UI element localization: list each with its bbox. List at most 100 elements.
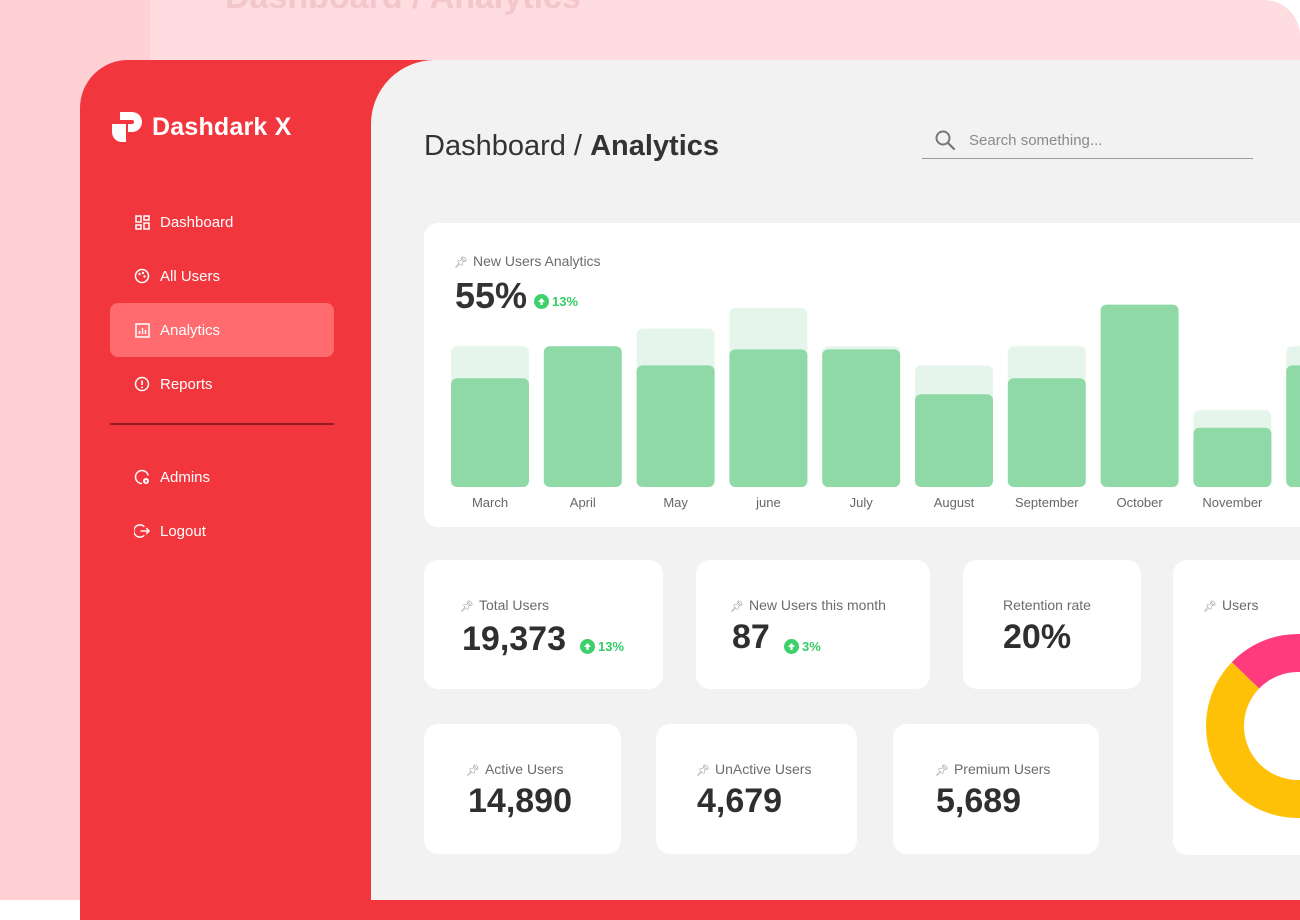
donut-slice[interactable] xyxy=(1206,662,1300,818)
new-users-month-trend-value: 3% xyxy=(802,639,821,654)
background-ghost-title: Dashboard / Analytics xyxy=(225,0,581,17)
bar-month-label: November xyxy=(1202,495,1263,510)
premium-users-value: 5,689 xyxy=(936,782,1022,820)
pin-icon: 📌︎ xyxy=(466,765,480,777)
sidebar-item-label: Analytics xyxy=(160,321,221,339)
sidebar-item-reports[interactable]: Reports xyxy=(110,357,334,411)
bar[interactable] xyxy=(822,349,901,487)
sidebar-nav: Dashboard All Users Analytics Reports xyxy=(110,195,334,411)
bar-month-label: August xyxy=(934,495,975,510)
sidebar-item-label: Admins xyxy=(160,468,211,486)
sidebar-item-all-users[interactable]: All Users xyxy=(110,249,334,303)
premium-users-card: 📌︎ Premium Users 5,689 xyxy=(893,724,1099,854)
bar[interactable] xyxy=(636,365,715,487)
breadcrumb-current: Analytics xyxy=(590,130,720,162)
unactive-users-label: 📌︎ UnActive Users xyxy=(696,761,811,777)
logout-icon xyxy=(134,523,150,539)
analytics-card-label: 📌︎ New Users Analytics xyxy=(454,253,601,269)
search-input[interactable] xyxy=(967,130,1231,150)
pin-icon: 📌︎ xyxy=(1203,601,1217,613)
sidebar-item-label: Reports xyxy=(160,375,213,393)
bar-month-label: July xyxy=(850,495,874,510)
total-users-value: 19,373 xyxy=(462,620,566,658)
active-users-value: 14,890 xyxy=(468,782,572,820)
sidebar-item-label: Logout xyxy=(160,522,206,540)
sidebar-secondary-nav: Admins Logout xyxy=(110,450,334,558)
stat-label-text: Active Users xyxy=(484,761,564,777)
stat-label-text: UnActive Users xyxy=(714,761,812,777)
bar[interactable] xyxy=(1286,365,1300,487)
bar[interactable] xyxy=(729,349,808,487)
retention-rate-value: 20% xyxy=(1003,618,1072,656)
users-pie-card: 📌︎ Users xyxy=(1173,560,1300,855)
bar-month-label: October xyxy=(1116,495,1163,510)
unactive-users-card: 📌︎ UnActive Users 4,679 xyxy=(656,724,857,854)
analytics-trend-value: 13% xyxy=(552,294,579,309)
pin-icon: 📌︎ xyxy=(460,601,474,613)
bar-month-label: April xyxy=(570,495,596,510)
bar[interactable] xyxy=(543,346,622,487)
sidebar-item-analytics[interactable]: Analytics xyxy=(110,303,334,357)
users-pie-label: 📌︎ Users xyxy=(1203,597,1259,613)
retention-rate-card: Retention rate 20% xyxy=(963,560,1141,689)
user-lock-icon xyxy=(134,469,150,485)
brand-logo-icon xyxy=(112,112,142,142)
bar[interactable] xyxy=(1193,427,1272,487)
bar-chart-icon xyxy=(134,322,150,338)
search-icon xyxy=(935,130,956,151)
sidebar-item-dashboard[interactable]: Dashboard xyxy=(110,195,334,249)
bar-month-label: March xyxy=(472,495,508,510)
alert-circle-icon xyxy=(134,376,150,392)
pin-icon: 📌︎ xyxy=(935,765,949,777)
new-users-bar-chart: March April May june July August September Octo… xyxy=(451,304,1300,510)
donut-slice[interactable] xyxy=(1231,634,1300,692)
main-content: Dashboard / Analytics 📌︎ New Users Analyt… xyxy=(371,60,1300,900)
bar[interactable] xyxy=(915,394,993,487)
new-users-month-label: 📌︎ New Users this month xyxy=(730,597,886,613)
arrow-up-icon xyxy=(784,639,799,654)
sidebar-item-label: Dashboard xyxy=(160,213,234,231)
analytics-card-title: New Users Analytics xyxy=(472,253,601,269)
analytics-percentage: 55% xyxy=(455,275,528,316)
brand[interactable]: Dashdark X xyxy=(110,110,292,144)
new-users-month-value: 87 xyxy=(732,618,770,656)
arrow-up-icon xyxy=(580,639,595,654)
grid-icon xyxy=(134,214,150,230)
breadcrumb-prefix: Dashboard / xyxy=(424,130,582,162)
new-users-month-trend-badge: 3% xyxy=(784,639,821,654)
new-users-analytics-card: 📌︎ New Users Analytics 55% 13% March April… xyxy=(424,223,1300,527)
total-users-trend-value: 13% xyxy=(598,639,625,654)
total-users-trend-badge: 13% xyxy=(580,639,624,654)
stat-label-text: Premium Users xyxy=(953,761,1051,777)
sidebar-item-admins[interactable]: Admins xyxy=(110,450,334,504)
total-users-card: 📌︎ Total Users 19,373 13% xyxy=(424,560,663,689)
palette-icon xyxy=(134,268,150,284)
active-users-label: 📌︎ Active Users xyxy=(466,761,564,777)
retention-rate-label: Retention rate xyxy=(1003,597,1091,613)
bar-month-label: May xyxy=(663,495,688,510)
pin-icon: 📌︎ xyxy=(730,601,744,613)
unactive-users-value: 4,679 xyxy=(697,782,783,820)
premium-users-label: 📌︎ Premium Users xyxy=(935,761,1050,777)
arrow-up-icon xyxy=(534,294,549,309)
sidebar-item-label: All Users xyxy=(160,267,221,285)
page-title: Dashboard / Analytics xyxy=(424,130,719,163)
bar[interactable] xyxy=(1007,378,1086,487)
bar-month-label: june xyxy=(755,495,781,510)
sidebar-item-logout[interactable]: Logout xyxy=(110,504,334,558)
total-users-label: 📌︎ Total Users xyxy=(460,597,549,613)
search-bar[interactable] xyxy=(922,122,1253,159)
bar[interactable] xyxy=(1100,304,1179,487)
bar[interactable] xyxy=(451,378,529,487)
active-users-card: 📌︎ Active Users 14,890 xyxy=(424,724,621,854)
users-donut-chart xyxy=(1206,634,1300,818)
sidebar-divider xyxy=(110,423,334,425)
stat-label-text: Users xyxy=(1221,597,1259,613)
new-users-month-card: 📌︎ New Users this month 87 3% xyxy=(696,560,930,689)
pin-icon: 📌︎ xyxy=(696,765,710,777)
bar-month-label: September xyxy=(1015,495,1079,510)
pin-icon: 📌︎ xyxy=(454,257,468,269)
stat-label-text: New Users this month xyxy=(748,597,886,613)
brand-name: Dashdark X xyxy=(152,112,292,141)
analytics-trend-badge: 13% xyxy=(534,294,578,309)
